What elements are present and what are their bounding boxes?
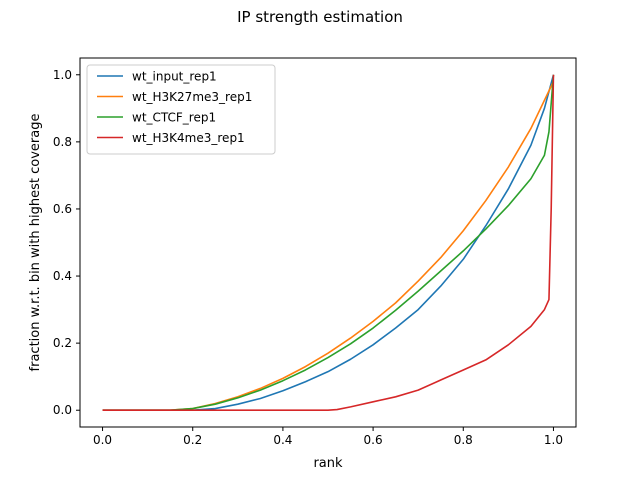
- y-tick-label: 0.0: [53, 403, 72, 417]
- series-line-3: [102, 74, 555, 412]
- series-line-2: [102, 74, 555, 412]
- series-line-0: [102, 74, 555, 412]
- y-tick-label: 0.6: [53, 202, 72, 216]
- y-tick-label: 1.0: [53, 68, 72, 82]
- x-tick-label: 0.4: [273, 433, 292, 447]
- legend-label-2: wt_CTCF_rep1: [132, 111, 216, 125]
- plot-area: [102, 74, 555, 412]
- axis-ticks: 0.0 0.2 0.4 0.6 0.8 1.0 0.0 0.2 0.4 0.6 0.8 1.0: [53, 68, 563, 447]
- x-tick-label: 1.0: [544, 433, 563, 447]
- legend-label-3: wt_H3K4me3_rep1: [132, 131, 245, 145]
- x-tick-label: 0.6: [364, 433, 383, 447]
- y-tick-label: 0.8: [53, 135, 72, 149]
- x-tick-label: 0.8: [454, 433, 473, 447]
- legend-box: [86, 64, 276, 155]
- legend-label-1: wt_H3K27me3_rep1: [132, 90, 252, 104]
- x-tick-label: 0.2: [183, 433, 202, 447]
- legend: wt_input_rep1 wt_H3K27me3_rep1 wt_CTCF_rep…: [86, 64, 276, 155]
- y-tick-label: 0.2: [53, 336, 72, 350]
- x-tick-label: 0.0: [93, 433, 112, 447]
- axes-frame: [79, 57, 577, 428]
- legend-label-0: wt_input_rep1: [132, 70, 217, 84]
- x-axis-label: rank: [313, 456, 343, 471]
- y-tick-label: 0.4: [53, 269, 72, 283]
- chart-title: IP strength estimation: [237, 8, 403, 26]
- y-axis-label: fraction w.r.t. bin with highest coverag…: [28, 114, 43, 372]
